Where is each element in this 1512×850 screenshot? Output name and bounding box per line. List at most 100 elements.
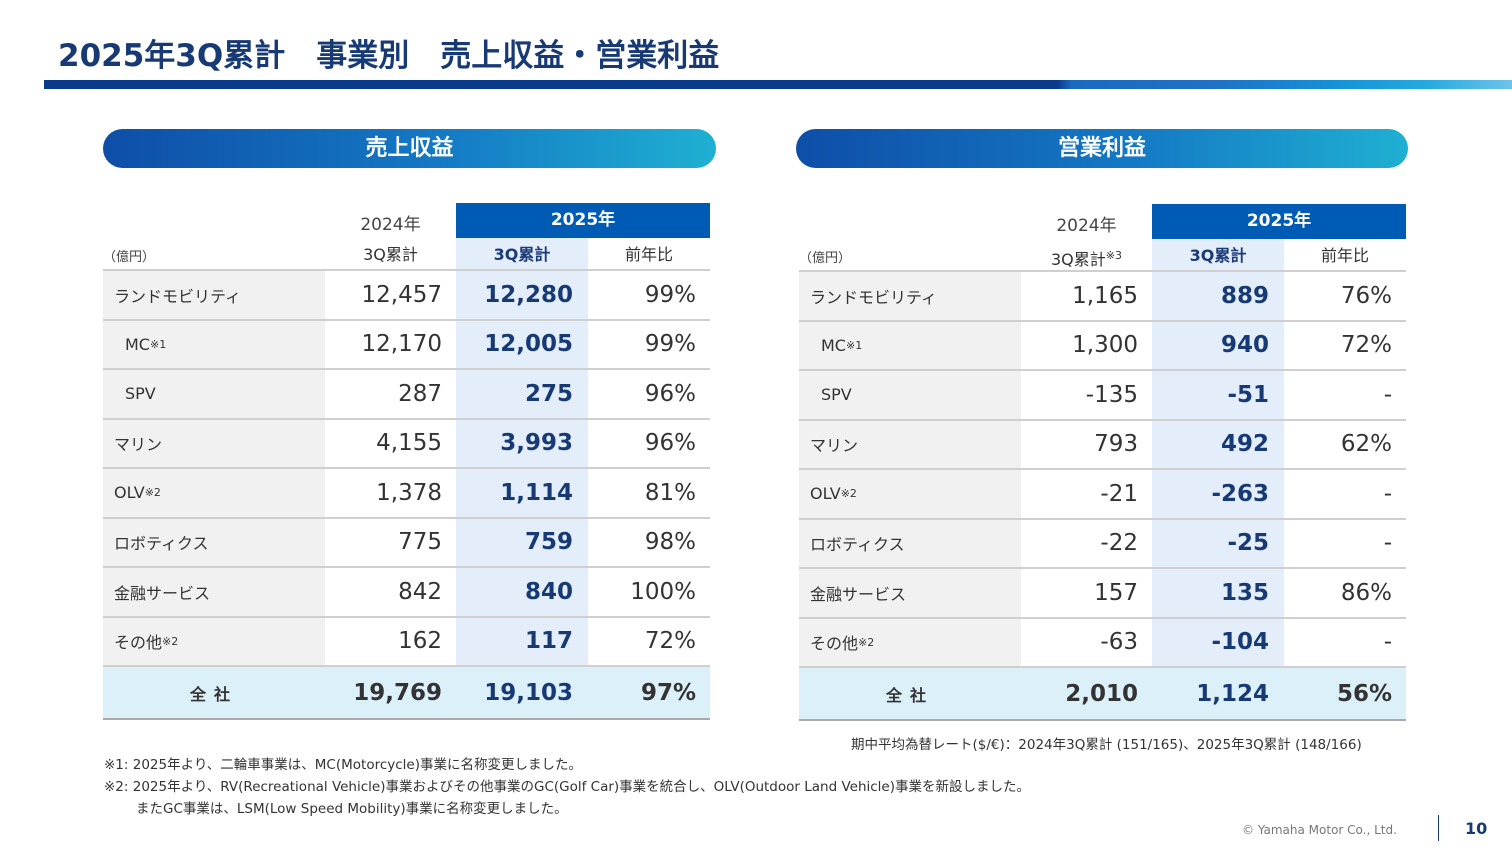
table-row: その他 ※2 -63 -104 - (799, 618, 1406, 668)
fx-rate-note: 期中平均為替レート($/€)：2024年3Q累計 (151/165)、2025年… (851, 737, 1362, 753)
segment-label: MC ※1 (103, 320, 325, 368)
segment-label: ランドモビリティ (103, 271, 325, 319)
header-2025-year: 2025年 (1152, 204, 1406, 239)
total-2025: 1,124 (1196, 680, 1269, 707)
value-2024: 775 (398, 529, 442, 556)
value-2025: 12,280 (456, 271, 588, 319)
value-2024: 1,300 (1072, 332, 1138, 359)
header-2025-sub: 3Q累計 (456, 238, 588, 271)
table-row: SPV -135 -51 - (799, 371, 1406, 421)
value-2025: 135 (1152, 569, 1284, 617)
table-row: 金融サービス 157 135 86% (799, 569, 1406, 619)
value-2025: -263 (1152, 470, 1284, 518)
footnote-1: ※1: 2025年より、二輪車事業は、MC(Motorcycle)事業に名称変更… (104, 757, 582, 773)
table-top-rule (799, 270, 1406, 272)
segment-label: ランドモビリティ (799, 272, 1021, 320)
total-row: 全社 19,769 19,103 97% (103, 667, 710, 720)
copyright: © Yamaha Motor Co., Ltd. (1242, 823, 1397, 837)
value-2024: 12,457 (361, 281, 442, 308)
value-2024: 793 (1094, 431, 1138, 458)
segment-label: マリン (103, 419, 325, 467)
value-2025: 840 (456, 568, 588, 616)
value-yoy: 100% (630, 578, 696, 605)
value-yoy: 96% (644, 380, 696, 407)
value-yoy: - (1383, 530, 1392, 557)
segment-label: 金融サービス (799, 569, 1021, 617)
page-number: 10 (1465, 819, 1488, 838)
value-2024: 1,165 (1072, 282, 1138, 309)
header-yoy: 前年比 (624, 245, 673, 264)
table-row: ランドモビリティ 1,165 889 76% (799, 272, 1406, 322)
value-yoy: - (1383, 480, 1392, 507)
value-2024: -22 (1100, 530, 1138, 557)
table-row: OLV ※2 1,378 1,114 81% (103, 469, 710, 519)
footnote-2-cont: またGC事業は、LSM(Low Speed Mobility)事業に名称変更しま… (136, 801, 568, 817)
header-2024-sub: 3Q累計 (363, 245, 418, 264)
value-2024: -21 (1100, 480, 1138, 507)
table-row: マリン 4,155 3,993 96% (103, 419, 710, 469)
title-underline-bar (44, 80, 1512, 89)
value-yoy: 81% (644, 479, 696, 506)
table-row: SPV 287 275 96% (103, 370, 710, 420)
revenue-heading: 売上収益 (103, 129, 716, 168)
total-label: 全社 (189, 684, 238, 704)
unit-label: （億円） (799, 251, 852, 266)
table-row: MC ※1 12,170 12,005 99% (103, 320, 710, 370)
value-2025: -104 (1152, 618, 1284, 666)
segment-note: ※1 (845, 338, 863, 352)
header-note: ※3 (1105, 249, 1122, 262)
profit-heading: 営業利益 (796, 129, 1408, 168)
segment-note: ※2 (858, 635, 875, 649)
total-2024: 19,769 (353, 679, 442, 706)
table-row: ロボティクス 775 759 98% (103, 518, 710, 568)
value-2024: -63 (1100, 629, 1138, 656)
segment-label: SPV (799, 371, 1021, 419)
header-2024-year: 2024年 (360, 215, 421, 235)
total-2024: 2,010 (1065, 680, 1138, 707)
value-2025: 117 (456, 617, 588, 665)
value-yoy: 99% (644, 331, 696, 358)
value-2024: 1,378 (376, 479, 442, 506)
header-2024-year: 2024年 (1056, 216, 1117, 236)
segment-note: ※1 (149, 337, 167, 351)
total-row: 全社 2,010 1,124 56% (799, 668, 1406, 721)
divider (1438, 815, 1439, 841)
table-row: 金融サービス 842 840 100% (103, 568, 710, 618)
total-2025: 19,103 (484, 679, 573, 706)
value-2024: 287 (398, 380, 442, 407)
value-yoy: - (1383, 629, 1392, 656)
header-yoy: 前年比 (1320, 246, 1369, 265)
value-2024: -135 (1085, 381, 1138, 408)
value-yoy: 76% (1340, 282, 1392, 309)
segment-label: OLV ※2 (799, 470, 1021, 518)
value-yoy: 99% (644, 281, 696, 308)
value-2025: 889 (1152, 272, 1284, 320)
value-2024: 162 (398, 628, 442, 655)
value-2025: 3,993 (456, 419, 588, 467)
segment-note: ※2 (162, 634, 179, 648)
value-2025: -51 (1152, 371, 1284, 419)
table-row: ランドモビリティ 12,457 12,280 99% (103, 271, 710, 321)
value-2025: 275 (456, 370, 588, 418)
footnote-2: ※2: 2025年より、RV(Recreational Vehicle)事業およ… (104, 779, 1030, 795)
value-2025: -25 (1152, 519, 1284, 567)
table-row: ロボティクス -22 -25 - (799, 519, 1406, 569)
value-2024: 4,155 (376, 430, 442, 457)
unit-label: （億円） (103, 250, 156, 265)
value-2025: 492 (1152, 420, 1284, 468)
segment-label: ロボティクス (103, 518, 325, 566)
value-yoy: 96% (644, 430, 696, 457)
value-2024: 157 (1094, 579, 1138, 606)
segment-label: その他 ※2 (103, 617, 325, 665)
header-2025-year: 2025年 (456, 203, 710, 238)
value-yoy: 86% (1340, 579, 1392, 606)
value-yoy: 72% (1340, 332, 1392, 359)
total-label: 全社 (885, 685, 934, 705)
value-2025: 12,005 (456, 320, 588, 368)
segment-label: その他 ※2 (799, 618, 1021, 666)
value-2025: 940 (1152, 321, 1284, 369)
table-row: MC ※1 1,300 940 72% (799, 321, 1406, 371)
total-yoy: 97% (640, 679, 696, 706)
table-row: マリン 793 492 62% (799, 420, 1406, 470)
value-2024: 842 (398, 578, 442, 605)
